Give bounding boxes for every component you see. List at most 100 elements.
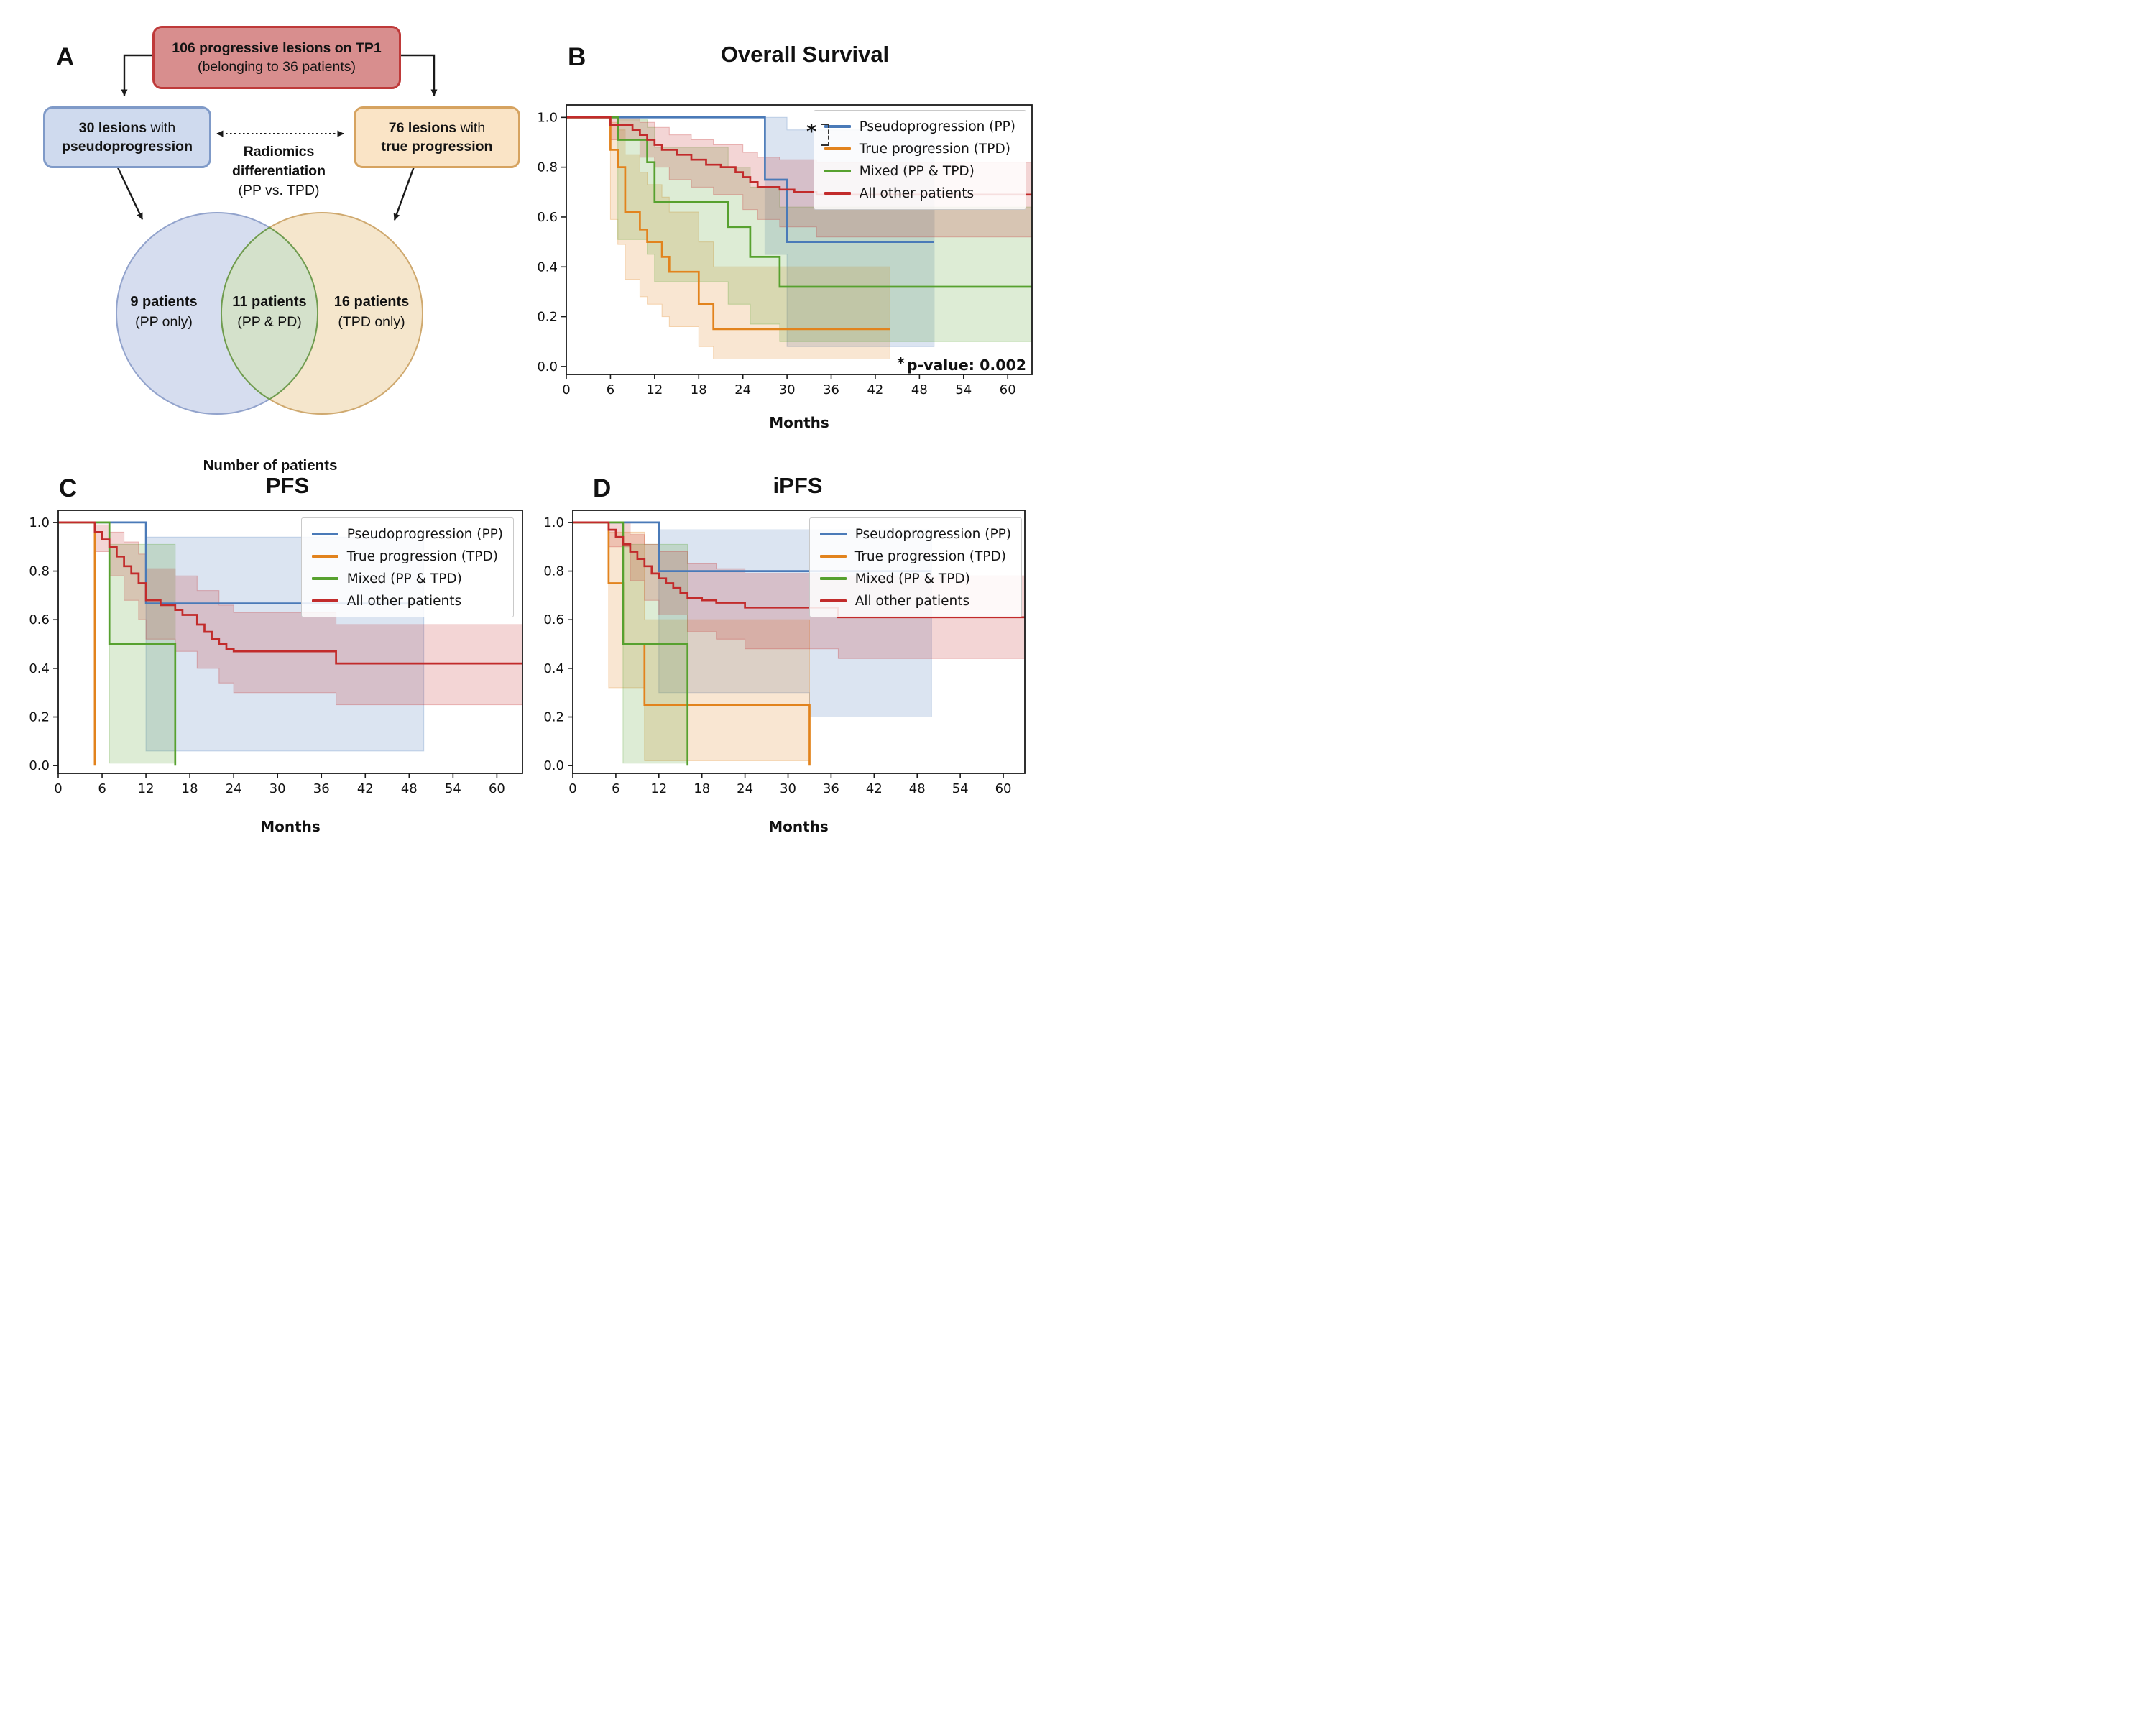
legend-line-swatch (819, 554, 847, 558)
legend-line-swatch (311, 576, 338, 581)
y-tick-label: 0.2 (29, 710, 50, 725)
x-tick-label: 6 (98, 781, 106, 796)
legend-line-swatch (819, 532, 847, 536)
x-tick-label: 54 (445, 781, 461, 796)
x-tick-label: 54 (955, 382, 972, 397)
pfs-xaxis-label: Months (260, 818, 321, 835)
significance-star: * (806, 121, 817, 143)
legend-entry: True progression (TPD) (311, 548, 503, 565)
legend-entry: True progression (TPD) (824, 140, 1015, 157)
legend-entry: All other patients (819, 592, 1011, 609)
legend-entry: All other patients (311, 592, 503, 609)
y-tick-label: 0.2 (543, 710, 564, 725)
legend-entry: All other patients (824, 185, 1015, 202)
x-tick-label: 0 (562, 382, 570, 397)
legend-label: Mixed (PP & TPD) (854, 571, 970, 586)
root-box-progressive-lesions: 106 progressive lesions on TP1 (belongin… (152, 26, 401, 89)
panel-d-title: iPFS (773, 473, 823, 498)
y-tick-label: 0.0 (29, 758, 50, 773)
panel-c-title: PFS (265, 473, 310, 498)
y-tick-label: 0.8 (537, 160, 558, 175)
legend-label: All other patients (859, 185, 975, 201)
x-tick-label: 36 (313, 781, 330, 796)
y-tick-label: 0.2 (537, 310, 558, 325)
y-tick-label: 1.0 (543, 515, 564, 530)
pfs-legend: Pseudoprogression (PP) True progression (… (300, 517, 514, 617)
legend-line-swatch (824, 191, 851, 195)
x-tick-label: 36 (823, 781, 839, 796)
legend-line-swatch (311, 554, 338, 558)
x-tick-label: 48 (911, 382, 928, 397)
x-tick-label: 12 (646, 382, 663, 397)
os-xaxis-label: Months (769, 414, 829, 431)
x-tick-label: 42 (867, 382, 883, 397)
pfs-km-curve-3 (58, 521, 522, 665)
panel-b-letter: B (568, 43, 586, 71)
venn-overlap-lens (220, 226, 319, 400)
legend-entry: Mixed (PP & TPD) (311, 570, 503, 587)
y-tick-label: 0.6 (29, 612, 50, 627)
panel-b-title: Overall Survival (720, 42, 890, 67)
legend-label: Pseudoprogression (PP) (854, 526, 1011, 542)
pseudoprogression-box-line1: 30 lesions with (78, 120, 176, 136)
legend-entry: Mixed (PP & TPD) (824, 162, 1015, 180)
venn-right-label: 16 patients (TPD only) (333, 294, 410, 330)
x-tick-label: 6 (612, 781, 619, 796)
legend-entry: Pseudoprogression (PP) (311, 525, 503, 543)
radiomics-differentiation-label: Radiomics differentiation (PP vs. TPD) (232, 144, 326, 198)
x-tick-label: 0 (568, 781, 576, 796)
x-tick-label: 24 (226, 781, 242, 796)
x-tick-label: 24 (734, 382, 751, 397)
pfs-plot: 0 6 12 18 24 30 36 42 48 54 60 0.0 0.2 0.4 0.6 0.8 1.0 P… (25, 507, 528, 816)
pseudoprogression-box: 30 lesions with pseudoprogression (43, 106, 211, 168)
root-box-line1: 106 progressive lesions on TP1 (172, 40, 382, 56)
pfs-km-curve-1 (58, 521, 96, 766)
true-progression-box-line2: true progression (381, 139, 493, 155)
os-ci-band-1 (609, 121, 890, 359)
significance-bracket (821, 124, 829, 146)
legend-label: Mixed (PP & TPD) (346, 571, 462, 586)
legend-label: True progression (TPD) (854, 548, 1006, 564)
x-tick-label: 24 (737, 781, 753, 796)
y-tick-label: 0.6 (537, 210, 558, 225)
x-tick-label: 30 (780, 781, 796, 796)
ipfs-plot: 0 6 12 18 24 30 36 42 48 54 60 0.0 0.2 0.4 0.6 0.8 1.0 P… (540, 507, 1036, 816)
ipfs-km-curve-3 (573, 521, 1025, 619)
y-tick-label: 0.4 (543, 661, 564, 676)
os-plot: 0 6 12 18 24 30 36 42 48 54 60 0.0 0.2 0.4 0.6 0.8 1.0 P… (533, 102, 1041, 415)
ipfs-plot-frame (572, 510, 1026, 774)
x-tick-label: 18 (691, 382, 707, 397)
root-box-line2: (belonging to 36 patients) (197, 59, 356, 75)
true-progression-box: 76 lesions with true progression (354, 106, 520, 168)
y-tick-label: 0.4 (537, 259, 558, 275)
legend-label: True progression (TPD) (346, 548, 498, 564)
pfs-plot-frame (57, 510, 523, 774)
x-tick-label: 48 (909, 781, 926, 796)
legend-line-swatch (311, 599, 338, 603)
y-tick-label: 0.8 (29, 564, 50, 579)
x-tick-label: 18 (182, 781, 198, 796)
legend-line-swatch (824, 124, 851, 129)
y-tick-label: 0.0 (543, 758, 564, 773)
legend-label: All other patients (854, 593, 970, 609)
venn-diagram (116, 212, 423, 415)
legend-line-swatch (824, 147, 851, 151)
x-tick-label: 30 (779, 382, 796, 397)
x-tick-label: 36 (823, 382, 839, 397)
pvalue-annotation: * p-value: 0.002 (897, 354, 1026, 374)
venn-caption: Number of patients (203, 457, 338, 474)
true-progression-box-line1: 76 lesions with (388, 120, 486, 136)
y-tick-label: 0.6 (543, 612, 564, 627)
legend-line-swatch (311, 532, 338, 536)
y-tick-label: 0.8 (543, 564, 564, 579)
y-tick-label: 1.0 (537, 110, 558, 125)
legend-entry: Pseudoprogression (PP) (819, 525, 1011, 543)
pseudoprogression-box-line2: pseudoprogression (61, 139, 193, 155)
x-tick-label: 54 (952, 781, 969, 796)
x-tick-label: 0 (54, 781, 62, 796)
os-km-curve-0 (566, 116, 934, 243)
os-km-curve-1 (566, 116, 890, 331)
os-legend: Pseudoprogression (PP) True progression (… (813, 110, 1026, 210)
x-tick-label: 48 (401, 781, 418, 796)
os-km-curve-2 (566, 116, 1032, 288)
